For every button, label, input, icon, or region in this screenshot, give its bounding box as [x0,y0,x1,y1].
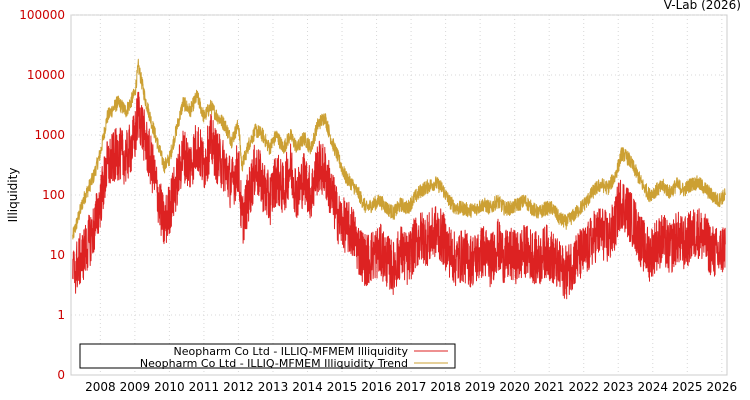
x-tick-label: 2016 [361,380,392,394]
x-tick-label: 2013 [258,380,289,394]
series-line-0 [72,91,726,300]
x-tick-label: 2014 [292,380,323,394]
x-tick-label: 2008 [85,380,116,394]
x-tick-label: 2012 [223,380,254,394]
x-tick-label: 2024 [637,380,668,394]
y-tick-label: 1000 [34,128,65,142]
x-tick-label: 2025 [672,380,703,394]
y-tick-label: 100 [42,188,65,202]
legend-box [79,343,456,369]
x-tick-label: 2021 [534,380,565,394]
x-tick-label: 2009 [120,380,151,394]
legend: Neopharm Co Ltd - ILLIQ-MFMEM Illiquidit… [79,343,456,370]
x-axis-ticks: 2008 2009 2010 2011 2012 2013 2014 2015 2016 2017… [85,380,737,394]
y-tick-label: 10 [50,248,65,262]
x-tick-label: 2019 [465,380,496,394]
y-tick-label: 0 [57,368,65,382]
x-tick-label: 2010 [154,380,185,394]
x-tick-label: 2026 [707,380,738,394]
credit-label: V-Lab (2026) [664,0,741,12]
legend-label-illiquidity-trend: Neopharm Co Ltd - ILLIQ-MFMEM Illiquidit… [140,357,408,370]
y-tick-label: 100000 [19,8,65,22]
x-tick-label: 2011 [189,380,220,394]
x-tick-label: 2015 [327,380,358,394]
x-tick-label: 2023 [603,380,634,394]
y-axis-label: Illiquidity [6,168,20,223]
x-tick-label: 2018 [430,380,461,394]
legend-label-illiquidity: Neopharm Co Ltd - ILLIQ-MFMEM Illiquidit… [174,345,409,358]
y-tick-label: 1 [57,308,65,322]
series-layer [72,58,726,300]
x-tick-label: 2022 [568,380,599,394]
x-tick-label: 2020 [499,380,530,394]
y-tick-label: 10000 [27,68,65,82]
x-tick-label: 2017 [396,380,427,394]
series-line-1 [72,58,726,240]
y-axis-ticks: 0 1 10 100 1000 10000 100000 [19,8,65,382]
